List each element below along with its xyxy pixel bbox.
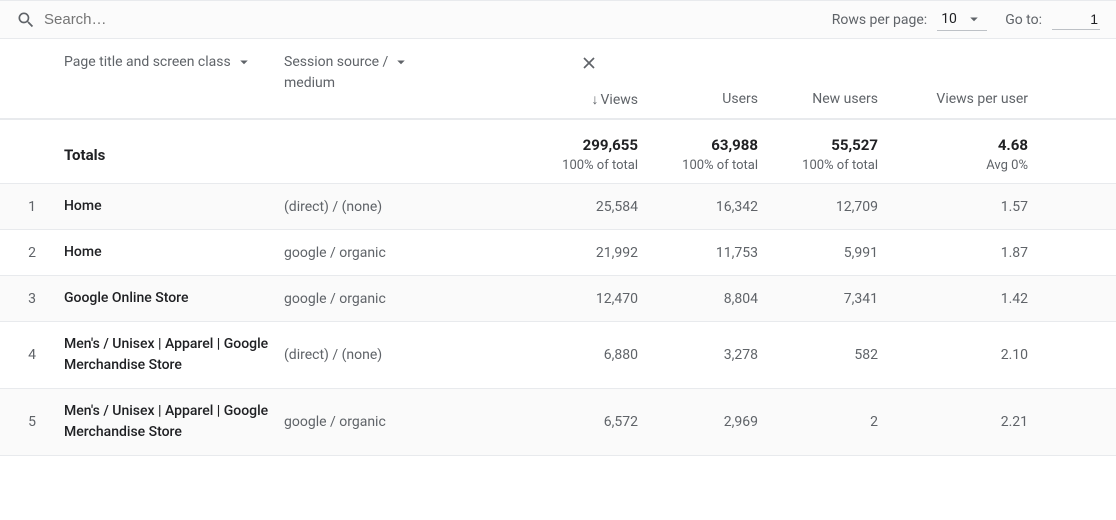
column-header-source-medium[interactable]: Session source / medium: [284, 53, 524, 91]
dropdown-icon: [235, 53, 253, 71]
row-metric-value: 3,278: [654, 347, 774, 363]
column-header-users-label: Users: [722, 91, 758, 107]
column-header-users[interactable]: Users: [654, 91, 774, 107]
table-row[interactable]: 4Men's / Unisex | Apparel | Google Merch…: [0, 322, 1116, 389]
totals-new-users-value: 55,527: [774, 136, 878, 154]
table-row[interactable]: 2Homegoogle / organic21,99211,7535,9911.…: [0, 230, 1116, 276]
table-body: 1Home(direct) / (none)25,58416,34212,709…: [0, 184, 1116, 456]
column-header-source-medium-label-2: medium: [284, 75, 335, 91]
goto-label: Go to:: [1005, 12, 1042, 28]
row-metric-value: 5,991: [774, 245, 894, 261]
row-metric-value: 16,342: [654, 199, 774, 215]
column-header-views-label: Views: [601, 92, 639, 108]
row-metric-value: 6,572: [524, 414, 654, 430]
row-source-medium: (direct) / (none): [284, 347, 524, 363]
row-metric-value: 1.42: [894, 291, 1044, 307]
totals-views-sub: 100% of total: [524, 158, 638, 173]
row-metric-value: 8,804: [654, 291, 774, 307]
rows-per-page: Rows per page: 10: [832, 8, 987, 31]
totals-views-per-user-value: 4.68: [894, 136, 1028, 154]
row-metric-value: 2.10: [894, 347, 1044, 363]
row-page-title: Men's / Unisex | Apparel | Google Mercha…: [64, 401, 284, 443]
totals-row: Totals 299,655 100% of total 63,988 100%…: [0, 120, 1116, 184]
row-metric-value: 11,753: [654, 245, 774, 261]
row-metric-value: 1.57: [894, 199, 1044, 215]
toolbar-right: Rows per page: 10 Go to:: [832, 8, 1100, 31]
row-metric-value: 12,709: [774, 199, 894, 215]
column-header-source-medium-label-1: Session source /: [284, 54, 388, 70]
sort-descending-icon: ↓: [592, 91, 599, 108]
totals-views: 299,655 100% of total: [524, 136, 654, 173]
row-source-medium: google / organic: [284, 291, 524, 307]
row-metric-value: 1.87: [894, 245, 1044, 261]
row-index: 4: [0, 347, 64, 363]
table-row[interactable]: 5Men's / Unisex | Apparel | Google Merch…: [0, 389, 1116, 456]
totals-new-users: 55,527 100% of total: [774, 136, 894, 173]
totals-new-users-sub: 100% of total: [774, 158, 878, 173]
row-metric-value: 2,969: [654, 414, 774, 430]
search-field[interactable]: [16, 7, 832, 32]
row-index: 2: [0, 245, 64, 261]
row-metric-value: 12,470: [524, 291, 654, 307]
row-metric-value: 6,880: [524, 347, 654, 363]
table-header-row: Page title and screen class Session sour…: [0, 39, 1116, 120]
row-metric-value: 582: [774, 347, 894, 363]
search-input[interactable]: [36, 7, 336, 32]
search-icon: [16, 10, 36, 30]
totals-views-per-user-sub: Avg 0%: [894, 158, 1028, 173]
row-source-medium: google / organic: [284, 245, 524, 261]
column-header-views-per-user[interactable]: Views per user: [894, 91, 1044, 107]
dropdown-icon: [965, 10, 983, 28]
row-index: 3: [0, 291, 64, 307]
row-index: 1: [0, 199, 64, 215]
column-header-new-users[interactable]: New users: [774, 91, 894, 107]
row-metric-value: 7,341: [774, 291, 894, 307]
row-metric-value: 21,992: [524, 245, 654, 261]
dropdown-icon: [392, 53, 410, 71]
totals-users-sub: 100% of total: [654, 158, 758, 173]
goto-page: Go to:: [1005, 9, 1100, 30]
column-header-new-users-label: New users: [812, 91, 878, 107]
remove-dimension-button[interactable]: [524, 53, 654, 73]
row-page-title: Home: [64, 242, 284, 263]
column-header-page-title[interactable]: Page title and screen class: [64, 53, 284, 71]
row-metric-value: 25,584: [524, 199, 654, 215]
rows-per-page-select[interactable]: 10: [937, 8, 987, 31]
row-source-medium: (direct) / (none): [284, 199, 524, 215]
close-icon: [579, 53, 599, 73]
row-index: 5: [0, 414, 64, 430]
totals-users: 63,988 100% of total: [654, 136, 774, 173]
row-metric-value: 2.21: [894, 414, 1044, 430]
column-header-views[interactable]: ↓ Views: [592, 91, 655, 108]
rows-per-page-value: 10: [941, 11, 965, 27]
column-header-page-title-label: Page title and screen class: [64, 54, 231, 70]
row-page-title: Google Online Store: [64, 288, 284, 309]
totals-users-value: 63,988: [654, 136, 758, 154]
rows-per-page-label: Rows per page:: [832, 12, 927, 28]
row-metric-value: 2: [774, 414, 894, 430]
table-row[interactable]: 1Home(direct) / (none)25,58416,34212,709…: [0, 184, 1116, 230]
table-toolbar: Rows per page: 10 Go to:: [0, 0, 1116, 39]
totals-views-value: 299,655: [524, 136, 638, 154]
table-row[interactable]: 3Google Online Storegoogle / organic12,4…: [0, 276, 1116, 322]
totals-label: Totals: [64, 146, 284, 164]
row-page-title: Home: [64, 196, 284, 217]
column-header-views-per-user-label: Views per user: [936, 91, 1028, 107]
row-source-medium: google / organic: [284, 414, 524, 430]
totals-views-per-user: 4.68 Avg 0%: [894, 136, 1044, 173]
row-page-title: Men's / Unisex | Apparel | Google Mercha…: [64, 334, 284, 376]
goto-input[interactable]: [1052, 9, 1100, 30]
